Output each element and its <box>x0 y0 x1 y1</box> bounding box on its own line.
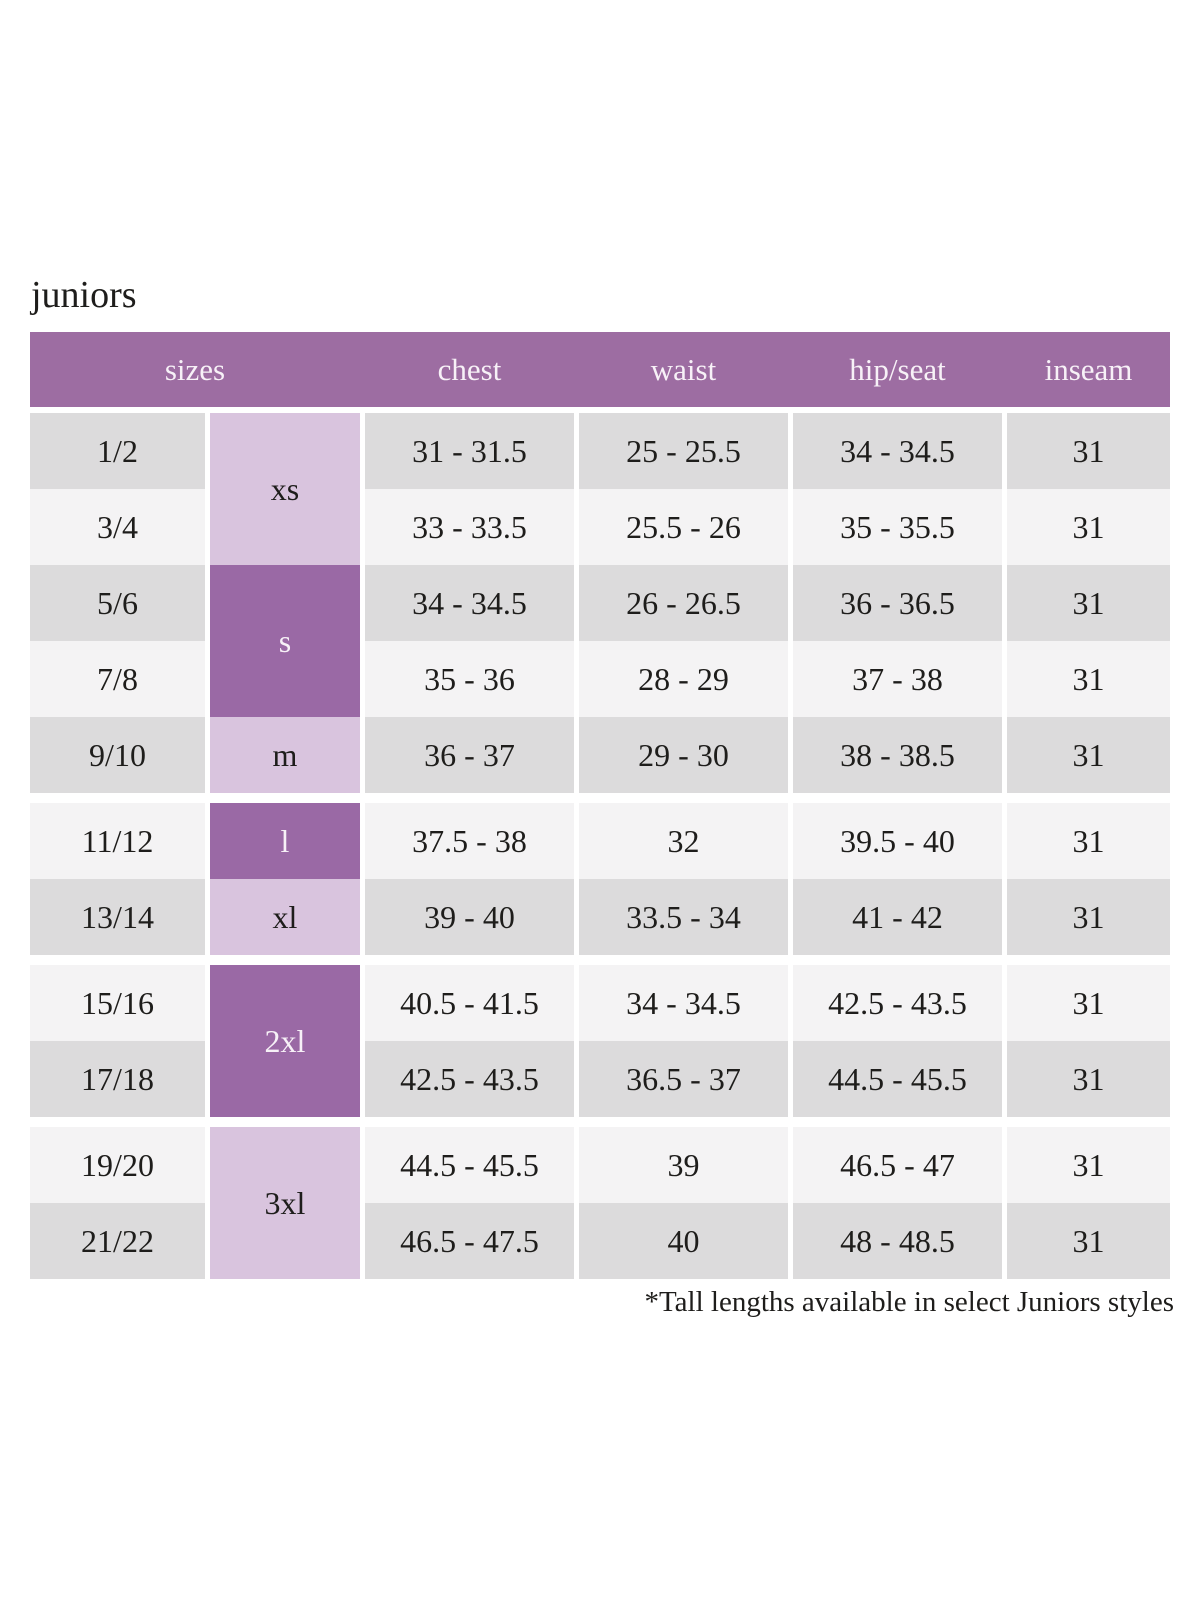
hip-seat-cell: 42.5 - 43.5 <box>793 965 1002 1041</box>
size-letter-cell-s: s <box>210 565 360 717</box>
size-letter-cell-xl: xl <box>210 879 360 955</box>
size-cell: 5/6 <box>30 565 205 641</box>
waist-cell: 25 - 25.5 <box>579 413 788 489</box>
size-cell: 9/10 <box>30 717 205 793</box>
size-cell: 19/20 <box>30 1127 205 1203</box>
size-letter-cell-2xl: 2xl <box>210 965 360 1117</box>
chest-cell: 39 - 40 <box>365 879 574 955</box>
chest-cell: 42.5 - 43.5 <box>365 1041 574 1117</box>
chest-cell: 36 - 37 <box>365 717 574 793</box>
chest-cell: 35 - 36 <box>365 641 574 717</box>
chest-cell: 34 - 34.5 <box>365 565 574 641</box>
chest-cell: 37.5 - 38 <box>365 803 574 879</box>
hip-seat-cell: 35 - 35.5 <box>793 489 1002 565</box>
inseam-cell: 31 <box>1007 717 1170 793</box>
chest-cell: 40.5 - 41.5 <box>365 965 574 1041</box>
inseam-cell: 31 <box>1007 641 1170 717</box>
hip-seat-cell: 48 - 48.5 <box>793 1203 1002 1279</box>
size-cell: 17/18 <box>30 1041 205 1117</box>
size-cell: 11/12 <box>30 803 205 879</box>
header-cell-hip-seat: hip/seat <box>849 352 946 387</box>
juniors-size-table: sizes chest waist hip/seat inseam 1/2 31 - 31.… <box>30 332 1170 1279</box>
size-cell: 3/4 <box>30 489 205 565</box>
waist-cell: 28 - 29 <box>579 641 788 717</box>
hip-seat-cell: 46.5 - 47 <box>793 1127 1002 1203</box>
inseam-cell: 31 <box>1007 565 1170 641</box>
table-header-background <box>30 332 1170 407</box>
waist-cell: 36.5 - 37 <box>579 1041 788 1117</box>
inseam-cell: 31 <box>1007 803 1170 879</box>
chest-cell: 33 - 33.5 <box>365 489 574 565</box>
waist-cell: 34 - 34.5 <box>579 965 788 1041</box>
waist-cell: 32 <box>579 803 788 879</box>
size-cell: 21/22 <box>30 1203 205 1279</box>
header-cell-chest: chest <box>437 352 502 387</box>
tall-lengths-footnote: *Tall lengths available in select Junior… <box>644 1286 1174 1318</box>
size-cell: 1/2 <box>30 413 205 489</box>
chest-cell: 31 - 31.5 <box>365 413 574 489</box>
header-cell-waist: waist <box>650 352 717 387</box>
inseam-cell: 31 <box>1007 965 1170 1041</box>
inseam-cell: 31 <box>1007 1041 1170 1117</box>
inseam-cell: 31 <box>1007 413 1170 489</box>
chest-cell: 44.5 - 45.5 <box>365 1127 574 1203</box>
waist-cell: 39 <box>579 1127 788 1203</box>
size-letter-cell-xs: xs <box>210 413 360 565</box>
hip-seat-cell: 38 - 38.5 <box>793 717 1002 793</box>
inseam-cell: 31 <box>1007 489 1170 565</box>
waist-cell: 40 <box>579 1203 788 1279</box>
hip-seat-cell: 39.5 - 40 <box>793 803 1002 879</box>
size-letter-cell-l: l <box>210 803 360 879</box>
waist-cell: 26 - 26.5 <box>579 565 788 641</box>
waist-cell: 33.5 - 34 <box>579 879 788 955</box>
waist-cell: 25.5 - 26 <box>579 489 788 565</box>
header-cell-inseam: inseam <box>1044 352 1133 387</box>
hip-seat-cell: 44.5 - 45.5 <box>793 1041 1002 1117</box>
chest-cell: 46.5 - 47.5 <box>365 1203 574 1279</box>
waist-cell: 29 - 30 <box>579 717 788 793</box>
size-cell: 13/14 <box>30 879 205 955</box>
inseam-cell: 31 <box>1007 1203 1170 1279</box>
inseam-cell: 31 <box>1007 1127 1170 1203</box>
size-cell: 15/16 <box>30 965 205 1041</box>
hip-seat-cell: 37 - 38 <box>793 641 1002 717</box>
hip-seat-cell: 36 - 36.5 <box>793 565 1002 641</box>
hip-seat-cell: 41 - 42 <box>793 879 1002 955</box>
size-letter-cell-m: m <box>210 717 360 793</box>
page-title: juniors <box>31 274 137 316</box>
hip-seat-cell: 34 - 34.5 <box>793 413 1002 489</box>
size-cell: 7/8 <box>30 641 205 717</box>
header-cell-sizes: sizes <box>164 352 226 387</box>
inseam-cell: 31 <box>1007 879 1170 955</box>
size-letter-cell-3xl: 3xl <box>210 1127 360 1279</box>
